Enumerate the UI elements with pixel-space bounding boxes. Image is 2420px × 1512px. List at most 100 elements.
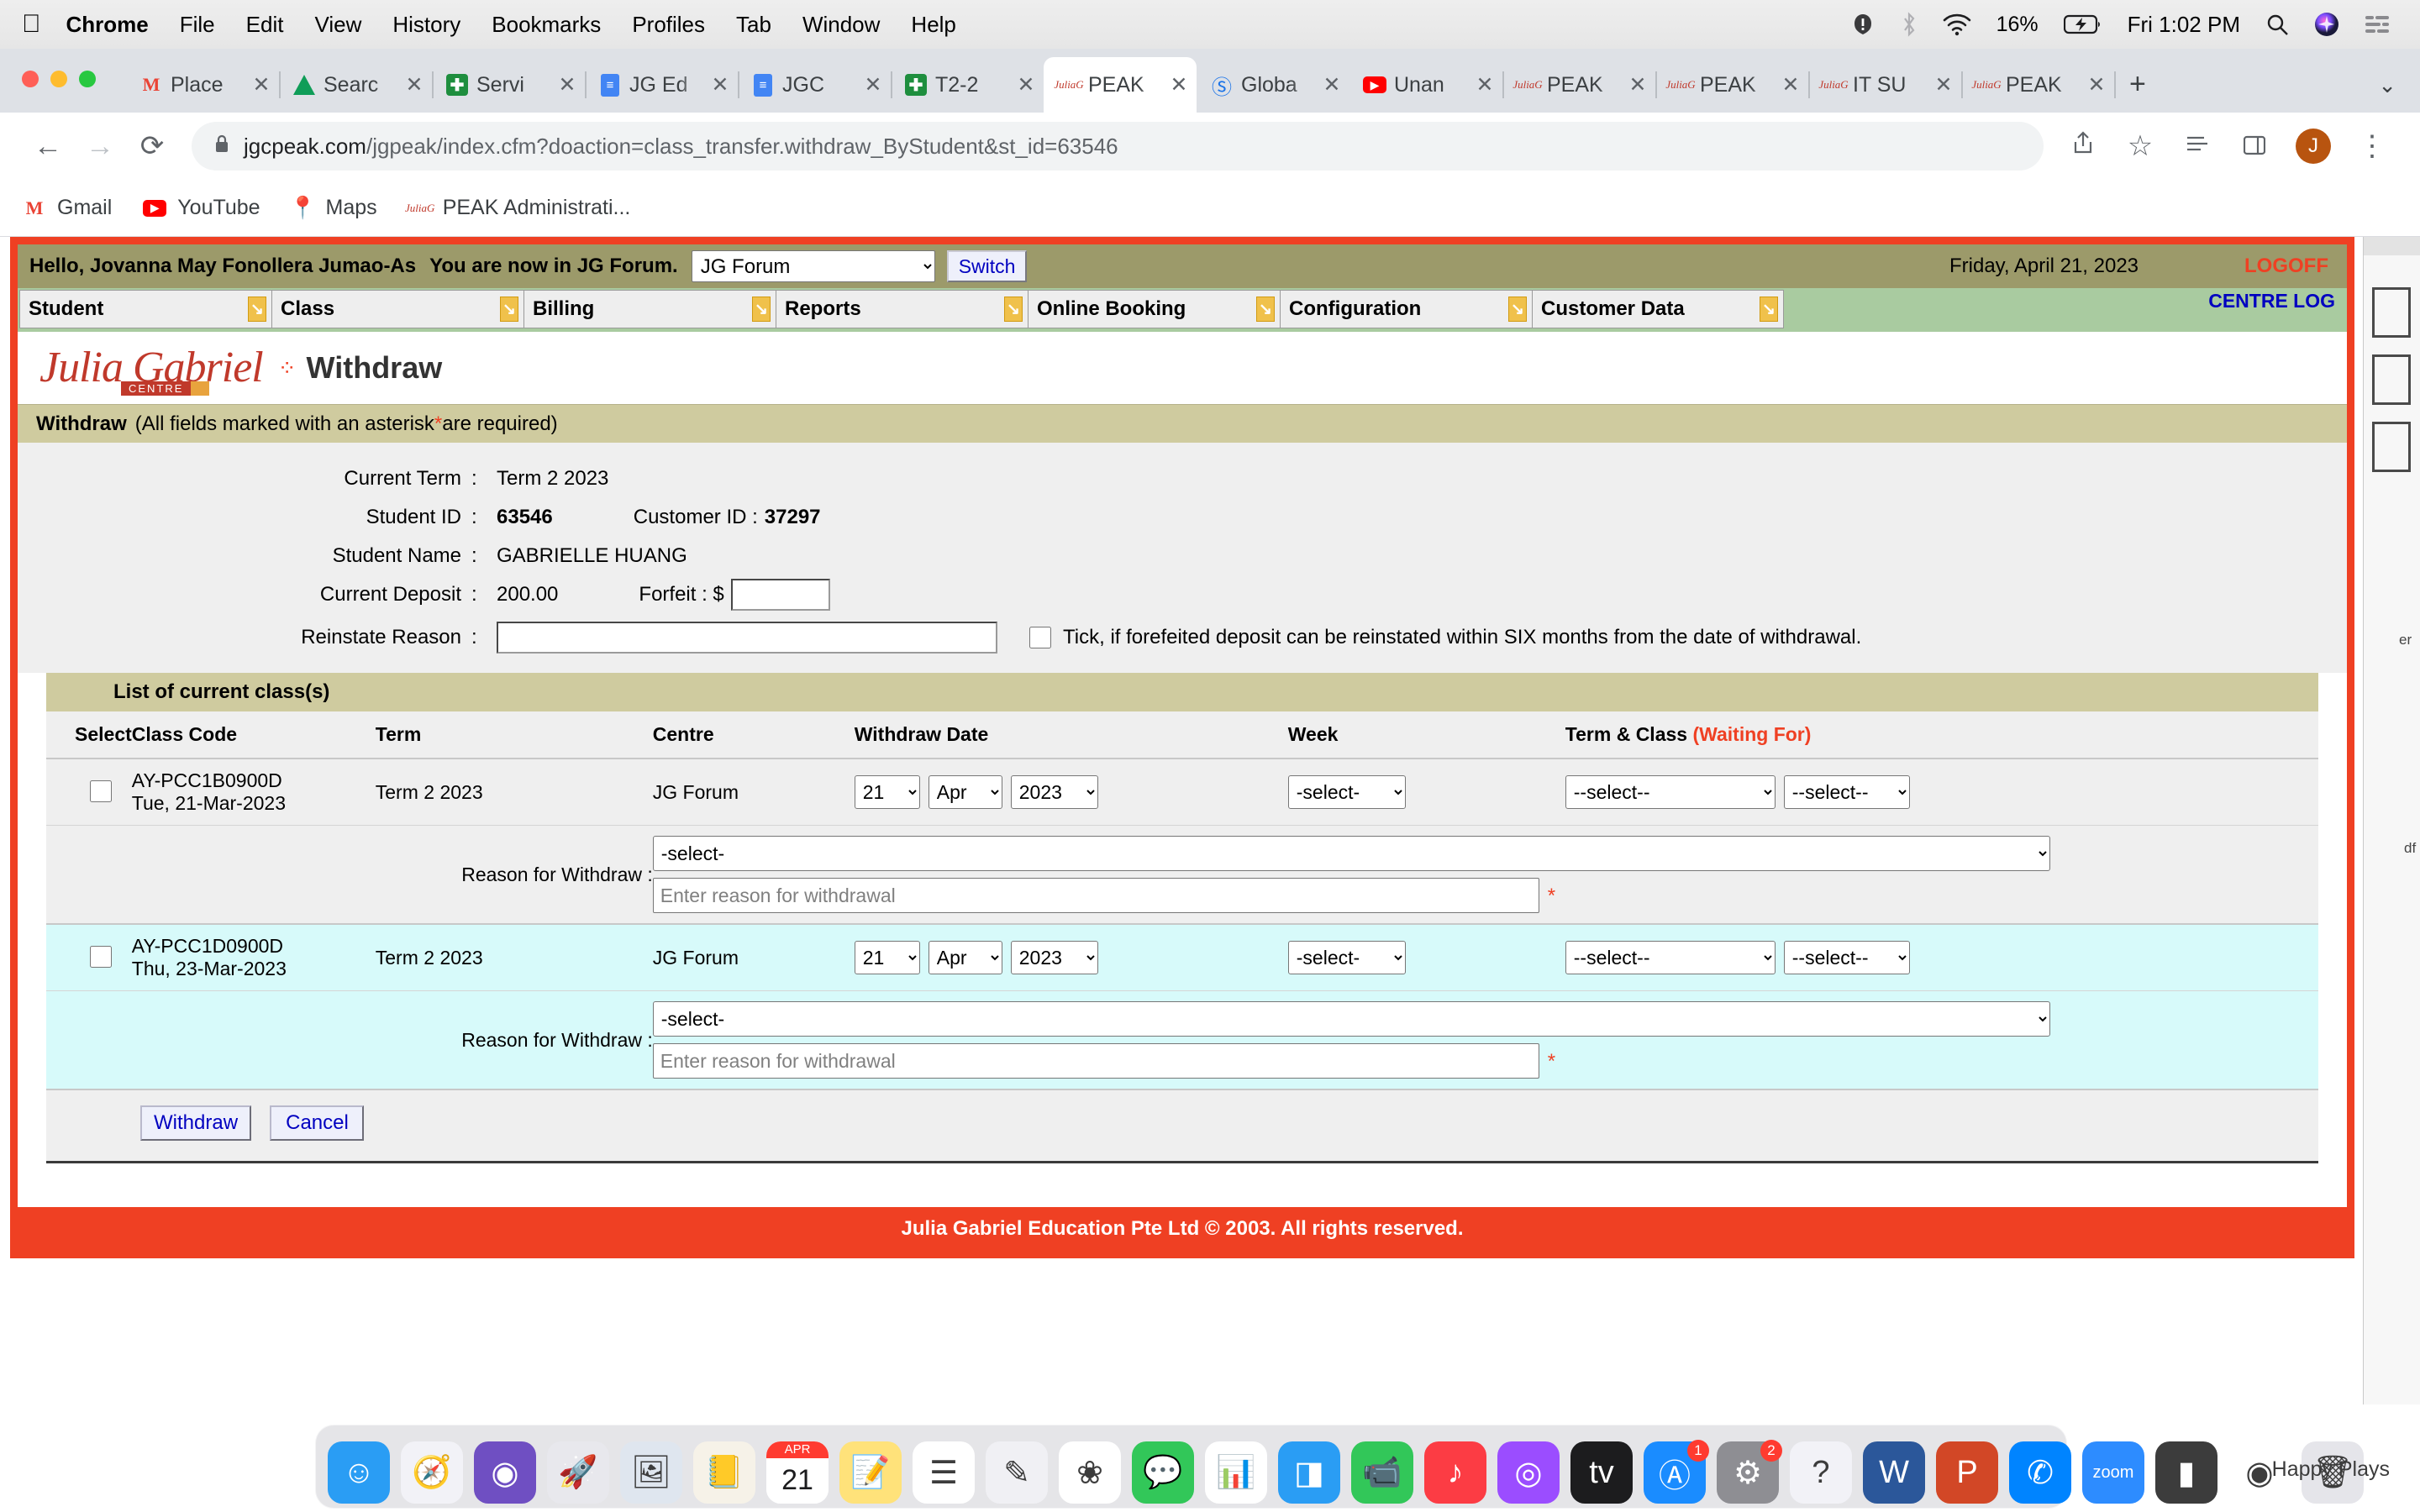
menu-bookmarks[interactable]: Bookmarks [472, 11, 601, 37]
tab-close-icon[interactable]: ✕ [711, 73, 729, 97]
term-select[interactable]: --select-- [1565, 941, 1776, 974]
dock-icon-numbers[interactable]: 📊 [1205, 1441, 1267, 1504]
reading-list-icon[interactable] [2171, 130, 2223, 163]
dock-icon-zoom[interactable]: zoom [2082, 1441, 2144, 1504]
tab-close-icon[interactable]: ✕ [1323, 73, 1341, 97]
centre-log-link[interactable]: CENTRE LOG [2208, 290, 2335, 312]
row-select-checkbox[interactable] [90, 945, 112, 968]
bookmark-0[interactable]: M Gmail [22, 196, 113, 221]
bookmark-2[interactable]: 📍 Maps [289, 195, 376, 221]
dock-icon-reminders[interactable]: ☰ [913, 1441, 975, 1504]
nav-item-reports[interactable]: Reports [776, 290, 1028, 328]
profile-avatar[interactable]: J [2296, 129, 2331, 164]
dropdown-arrow-icon[interactable] [1256, 297, 1275, 322]
window-controls[interactable] [22, 71, 96, 87]
cancel-button[interactable]: Cancel [270, 1105, 365, 1141]
menu-chrome[interactable]: Chrome [47, 11, 149, 37]
dropdown-arrow-icon[interactable] [248, 297, 266, 322]
nav-item-customer-data[interactable]: Customer Data [1532, 290, 1784, 328]
browser-tab-7[interactable]: Ⓢ Globa ✕ [1197, 57, 1349, 113]
class-select[interactable]: --select-- [1783, 941, 1910, 974]
tab-close-icon[interactable]: ✕ [2087, 73, 2106, 97]
withdraw-month-select[interactable]: Apr [928, 941, 1002, 974]
dock-icon-messages[interactable]: 💬 [1132, 1441, 1194, 1504]
spotlight-search-icon[interactable] [2265, 13, 2289, 36]
tab-close-icon[interactable]: ✕ [1476, 73, 1494, 97]
tab-close-icon[interactable]: ✕ [1628, 73, 1647, 97]
withdraw-day-select[interactable]: 21 [854, 941, 920, 974]
dock-icon-messenger[interactable]: ✆ [2009, 1441, 2071, 1504]
reload-icon[interactable]: ⟳ [139, 130, 165, 162]
withdraw-button[interactable]: Withdraw [140, 1105, 252, 1141]
dock-icon-calendar[interactable]: APR 21 [766, 1441, 829, 1504]
address-bar[interactable]: jgcpeak.com/jgpeak/index.cfm?doaction=cl… [192, 122, 2044, 171]
dropdown-arrow-icon[interactable] [752, 297, 771, 322]
menubar-clock[interactable]: Fri 1:02 PM [2127, 11, 2240, 37]
star-icon[interactable]: ☆ [2127, 130, 2154, 162]
back-arrow-icon[interactable]: ← [34, 129, 62, 162]
dock-icon-podcasts[interactable]: ◎ [1497, 1441, 1560, 1504]
menu-help[interactable]: Help [892, 11, 955, 37]
menu-profiles[interactable]: Profiles [613, 11, 705, 37]
dock-icon-siri[interactable]: ◉ [474, 1441, 536, 1504]
dock-icon-finder[interactable]: ☺ [328, 1441, 390, 1504]
maximize-window-button[interactable] [79, 71, 96, 87]
side-panel-icon[interactable] [2228, 130, 2281, 163]
menu-view[interactable]: View [295, 11, 361, 37]
close-window-button[interactable] [22, 71, 39, 87]
bluetooth-icon[interactable] [1901, 12, 1918, 37]
dock-icon-powerpoint[interactable]: P [1936, 1441, 1998, 1504]
dock-icon-terminal[interactable]: ▮ [2155, 1441, 2217, 1504]
dropdown-arrow-icon[interactable] [1508, 297, 1527, 322]
siri-icon[interactable] [2314, 12, 2339, 37]
bookmark-3[interactable]: JuliaG PEAK Administrati... [405, 196, 630, 221]
dock-icon-preview[interactable]: 🖼 [620, 1441, 682, 1504]
week-select[interactable]: -select- [1287, 941, 1406, 974]
apple-icon[interactable]:  [22, 12, 41, 37]
alert-icon[interactable] [1850, 12, 1876, 37]
withdraw-year-select[interactable]: 2023 [1010, 941, 1098, 974]
browser-tab-6[interactable]: JuliaG PEAK ✕ [1044, 57, 1197, 113]
forfeit-input[interactable] [730, 579, 830, 611]
dock-icon-music[interactable]: ♪ [1424, 1441, 1486, 1504]
dock-icon-facetime[interactable]: 📹 [1351, 1441, 1413, 1504]
reason-select[interactable]: -select- [652, 836, 2050, 871]
week-select[interactable]: -select- [1287, 775, 1406, 809]
tab-close-icon[interactable]: ✕ [1781, 73, 1800, 97]
dropdown-arrow-icon[interactable] [1004, 297, 1023, 322]
menu-window[interactable]: Window [783, 11, 880, 37]
reason-text-input[interactable] [652, 878, 1539, 913]
dock-icon-system-settings[interactable]: ⚙ 2 [1717, 1440, 1782, 1504]
dock-icon-word[interactable]: W [1863, 1441, 1925, 1504]
withdraw-year-select[interactable]: 2023 [1010, 775, 1098, 809]
browser-tab-9[interactable]: JuliaG PEAK ✕ [1502, 57, 1657, 113]
tab-close-icon[interactable]: ✕ [405, 73, 424, 97]
nav-item-student[interactable]: Student [19, 290, 271, 328]
dock-icon-launchpad[interactable]: 🚀 [547, 1441, 609, 1504]
menu-file[interactable]: File [160, 11, 215, 37]
dock-icon-chrome[interactable]: ◉ [2228, 1441, 2291, 1504]
browser-tab-12[interactable]: JuliaG PEAK ✕ [1961, 57, 2116, 113]
bookmark-1[interactable]: ▶ YouTube [142, 196, 260, 221]
tab-search-chevron-down-icon[interactable]: ⌄ [2378, 72, 2396, 97]
minimize-window-button[interactable] [50, 71, 67, 87]
switch-button[interactable]: Switch [946, 250, 1028, 282]
reinstate-reason-input[interactable] [497, 622, 997, 654]
dock-icon-help[interactable]: ? [1790, 1441, 1852, 1504]
control-center-icon[interactable] [2365, 14, 2390, 34]
withdraw-month-select[interactable]: Apr [928, 775, 1002, 809]
dock-icon-freeform[interactable]: ✎ [986, 1441, 1048, 1504]
browser-tab-11[interactable]: JuliaG IT SU ✕ [1808, 57, 1963, 113]
term-select[interactable]: --select-- [1565, 775, 1776, 809]
nav-item-configuration[interactable]: Configuration [1280, 290, 1532, 328]
forward-arrow-icon[interactable]: → [86, 129, 114, 162]
battery-charging-icon[interactable] [2063, 13, 2102, 35]
dock-icon-notes[interactable]: 📝 [839, 1441, 902, 1504]
tab-close-icon[interactable]: ✕ [252, 73, 271, 97]
tab-close-icon[interactable]: ✕ [558, 73, 576, 97]
logoff-link[interactable]: LOGOFF [2244, 255, 2328, 277]
wifi-icon[interactable] [1943, 13, 1971, 36]
menu-edit[interactable]: Edit [227, 11, 284, 37]
dock-icon-safari[interactable]: 🧭 [401, 1441, 463, 1504]
browser-tab-2[interactable]: ✚ Servi ✕ [432, 57, 587, 113]
